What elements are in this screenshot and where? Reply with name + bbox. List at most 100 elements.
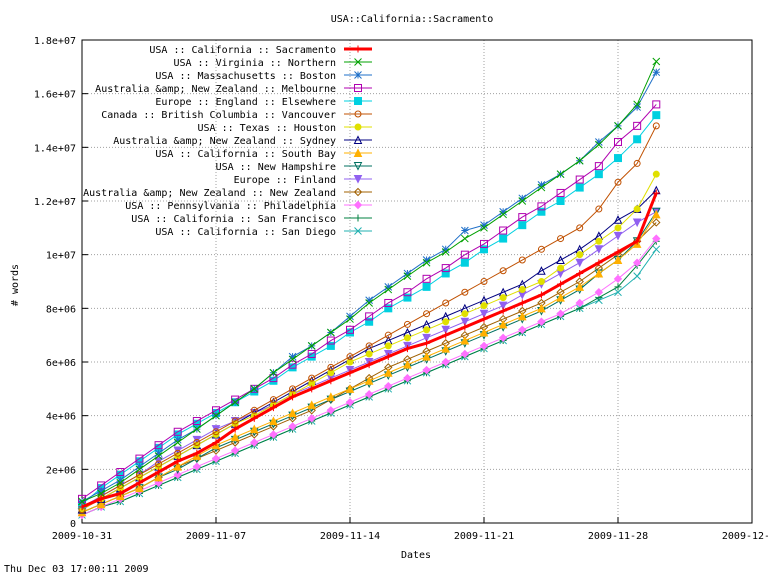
y-tick-label: 1.6e+07 [34,90,76,101]
data-point [307,349,316,358]
data-point [174,449,182,457]
data-point [353,187,363,197]
data-point [354,58,362,66]
data-point [212,411,220,420]
x-tick-label: 2009-11-28 [588,531,648,542]
data-point [613,231,623,241]
data-point [595,140,603,149]
legend-label: USA :: California :: South Bay [155,149,336,160]
data-point [441,357,450,367]
data-point [288,355,297,364]
y-axis: 0 2e+06 4e+06 6e+06 8e+06 1e+07 1.2e+07 1.4e+07… [34,36,88,530]
data-point [651,209,661,219]
data-point [97,495,105,503]
data-point [499,307,507,315]
data-point [556,255,565,265]
data-point [498,319,508,329]
data-point [135,471,143,479]
data-point [173,427,182,436]
data-point [498,301,508,311]
y-tick-label: 6e+06 [46,358,76,369]
data-point [556,170,565,179]
data-point [652,122,660,130]
data-point [384,331,392,339]
data-point [537,317,546,326]
data-point [307,414,316,423]
data-point [249,424,259,434]
x-axis-label: Dates [401,550,431,561]
data-point [499,294,507,302]
data-point [288,352,297,361]
data-point [211,454,221,463]
legend-label: USA :: Virginia :: Northern [173,58,336,69]
x-tick-label: 2009-10-31 [52,531,112,542]
data-point [403,320,411,328]
data-point [537,303,546,313]
data-point [307,342,316,350]
data-point [230,446,240,455]
legend-entry: USA :: Texas :: Houston [198,123,372,134]
data-point [595,259,603,267]
data-point [518,213,527,222]
data-point [480,245,488,254]
data-point [269,396,277,404]
data-point [173,435,182,444]
legend-label: Europe :: Finland [234,175,336,186]
data-point [422,282,431,291]
data-point [327,363,335,371]
data-point [354,45,362,53]
data-point [365,317,374,326]
series [78,189,660,511]
data-point [78,497,86,506]
data-point [327,328,335,337]
data-point [518,286,526,294]
data-point [614,288,622,297]
series-lines [77,57,661,520]
data-point [556,197,565,205]
legend-entry: Canada :: British Columbia :: Vancouver [101,110,372,121]
data-point [403,269,412,278]
data-point [346,358,354,366]
legend-entry: USA :: California :: San Diego [155,227,372,238]
data-point [537,202,546,211]
y-tick-label: 1.8e+07 [34,36,76,47]
data-point [116,476,125,484]
data-point [403,345,411,353]
data-point [154,472,163,482]
data-point [594,245,604,254]
data-point [173,438,182,447]
data-point [353,200,363,210]
data-point [154,441,163,450]
data-point [155,460,163,468]
data-point [193,449,201,457]
data-point [441,248,450,256]
data-point [537,207,546,216]
data-point [193,425,201,433]
data-point [354,214,362,222]
data-point [154,452,163,460]
data-point [354,123,362,131]
data-point [632,258,642,267]
data-point [518,256,526,264]
data-point [345,384,355,393]
data-point [353,175,363,184]
data-point [155,468,163,476]
data-point [354,84,362,92]
data-point [97,489,105,498]
legend-entry: Australia &amp; New Zealand :: New Zeala… [83,187,372,199]
data-point [384,283,393,291]
data-point [422,333,431,343]
data-point [135,462,144,471]
y-tick-label: 0 [70,519,76,530]
data-point [537,245,545,253]
data-point [365,296,373,305]
x-tick-label: 2009-12-05 [722,531,768,542]
data-point [633,100,641,109]
data-point [441,269,450,278]
data-point [173,462,183,471]
y-tick-label: 1e+07 [46,251,76,262]
data-point [345,398,355,407]
data-point [594,288,604,297]
data-point [518,197,527,205]
legend-label: USA :: New Hampshire [216,162,336,173]
